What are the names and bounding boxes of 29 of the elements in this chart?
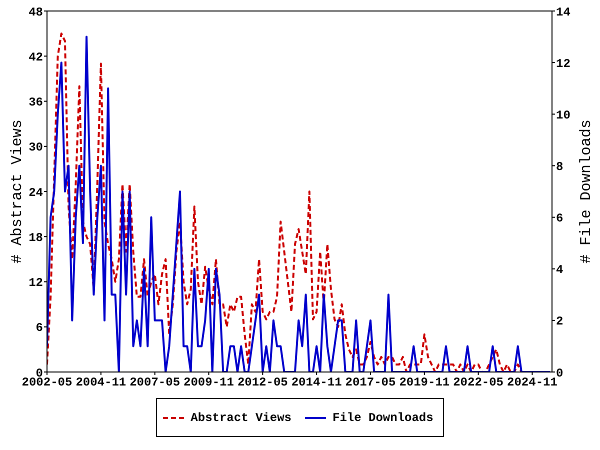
x-tick-label: 2019-11 bbox=[399, 376, 450, 390]
legend-label: File Downloads bbox=[332, 410, 434, 424]
y2-tick-label: 6 bbox=[556, 212, 564, 226]
y-tick-label: 12 bbox=[28, 276, 43, 290]
y2-axis-title: # File Downloads bbox=[578, 119, 594, 264]
x-tick-label: 2007-05 bbox=[130, 376, 180, 390]
x-tick-label: 2004-11 bbox=[76, 376, 126, 390]
x-tick-label: 2012-05 bbox=[237, 376, 288, 390]
y2-tick-label: 14 bbox=[556, 5, 570, 20]
x-tick-label: 2022-05 bbox=[453, 376, 504, 390]
y-tick-label: 30 bbox=[28, 140, 43, 155]
y-tick-label: 48 bbox=[28, 5, 43, 20]
y2-tick-label: 8 bbox=[556, 160, 564, 174]
y2-tick-label: 4 bbox=[556, 263, 564, 278]
x-tick-label: 2017-05 bbox=[345, 376, 396, 390]
y2-tick-label: 10 bbox=[556, 108, 570, 122]
y2-tick-label: 0 bbox=[556, 366, 564, 380]
y-axis-title: # Abstract Views bbox=[8, 119, 26, 264]
y2-tick-label: 12 bbox=[556, 56, 570, 71]
legend-label: Abstract Views bbox=[190, 410, 292, 424]
y-tick-label: 42 bbox=[28, 50, 43, 64]
x-tick-label: 2009-11 bbox=[184, 376, 234, 390]
x-tick-label: 2024-11 bbox=[507, 376, 558, 390]
y2-tick-label: 2 bbox=[556, 314, 564, 329]
y-tick-label: 36 bbox=[28, 96, 43, 110]
y-tick-label: 18 bbox=[28, 230, 43, 245]
y-tick-label: 24 bbox=[28, 186, 43, 200]
x-tick-label: 2014-11 bbox=[291, 376, 342, 390]
y-tick-label: 6 bbox=[36, 321, 43, 336]
